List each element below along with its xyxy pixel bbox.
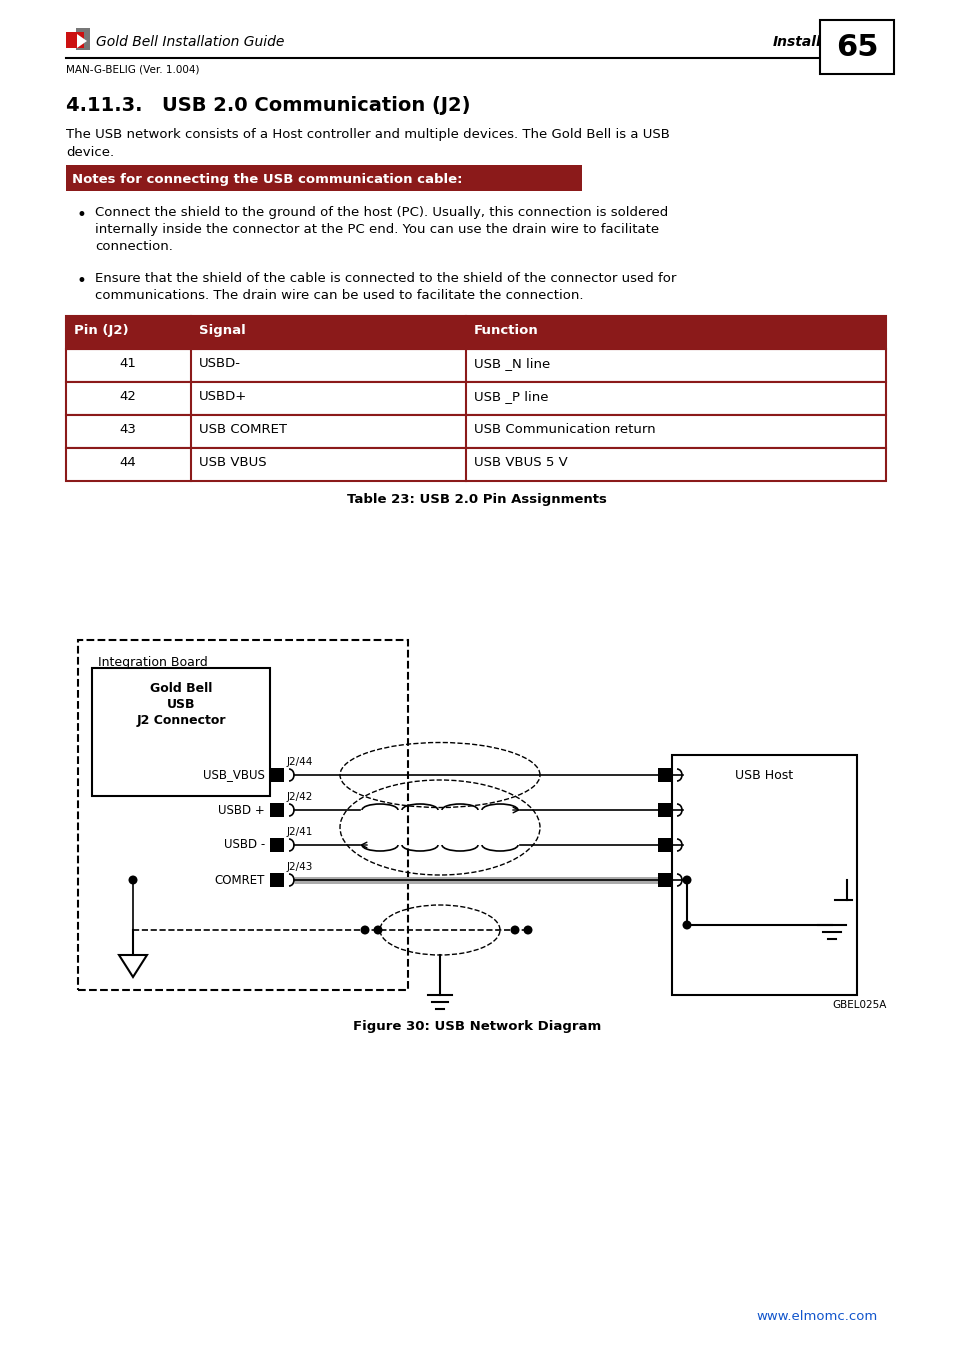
Bar: [270, 768, 284, 782]
Bar: [66, 165, 581, 190]
Text: USB VBUS: USB VBUS: [199, 456, 266, 468]
Text: Integration Board: Integration Board: [98, 656, 208, 670]
Bar: [66, 316, 885, 350]
Text: USB VBUS 5 V: USB VBUS 5 V: [474, 456, 567, 468]
Text: 65: 65: [835, 32, 878, 62]
Text: Signal: Signal: [199, 324, 246, 338]
Text: GBEL025A: GBEL025A: [832, 1000, 886, 1010]
Polygon shape: [76, 28, 90, 50]
Circle shape: [129, 876, 137, 884]
Text: USB _N line: USB _N line: [474, 356, 550, 370]
Text: USBD-: USBD-: [199, 356, 241, 370]
Text: Notes for connecting the USB communication cable:: Notes for connecting the USB communicati…: [71, 173, 462, 185]
Text: Function: Function: [474, 324, 538, 338]
Bar: [270, 803, 284, 817]
Bar: [91, 668, 270, 796]
Circle shape: [681, 876, 691, 884]
Text: www.elmomc.com: www.elmomc.com: [756, 1310, 877, 1323]
Bar: [658, 873, 671, 887]
Bar: [66, 448, 885, 481]
Bar: [270, 873, 284, 887]
Text: USB COMRET: USB COMRET: [199, 423, 287, 436]
Text: 44: 44: [119, 456, 136, 468]
Circle shape: [681, 921, 691, 930]
Text: USB: USB: [167, 698, 195, 711]
Text: J2 Connector: J2 Connector: [136, 714, 226, 728]
Text: The USB network consists of a Host controller and multiple devices. The Gold Bel: The USB network consists of a Host contr…: [66, 128, 669, 140]
Text: Figure 30: USB Network Diagram: Figure 30: USB Network Diagram: [353, 1021, 600, 1033]
Text: •: •: [77, 271, 87, 290]
Text: COMRET: COMRET: [214, 873, 265, 887]
Text: USBD -: USBD -: [224, 838, 265, 852]
Bar: [66, 350, 885, 382]
Text: Gold Bell: Gold Bell: [150, 682, 212, 695]
Bar: [658, 838, 671, 852]
Text: USBD +: USBD +: [218, 803, 265, 817]
Bar: [270, 838, 284, 852]
Text: 41: 41: [119, 356, 136, 370]
Polygon shape: [66, 32, 84, 49]
Text: •: •: [77, 207, 87, 224]
Text: USB_VBUS: USB_VBUS: [203, 768, 265, 782]
Text: Pin (J2): Pin (J2): [74, 324, 129, 338]
Text: J2/41: J2/41: [287, 828, 313, 837]
Bar: [66, 414, 885, 448]
Text: 42: 42: [119, 390, 136, 404]
Bar: [658, 803, 671, 817]
Text: Connect the shield to the ground of the host (PC). Usually, this connection is s: Connect the shield to the ground of the …: [95, 207, 667, 219]
Text: 43: 43: [119, 423, 136, 436]
Text: device.: device.: [66, 146, 114, 159]
Text: USB _P line: USB _P line: [474, 390, 548, 404]
Text: USBD+: USBD+: [199, 390, 247, 404]
Text: USB Host: USB Host: [734, 769, 792, 782]
Text: Ensure that the shield of the cable is connected to the shield of the connector : Ensure that the shield of the cable is c…: [95, 271, 676, 285]
Circle shape: [523, 926, 532, 934]
Circle shape: [360, 926, 369, 934]
Text: J2/42: J2/42: [287, 792, 313, 802]
Text: internally inside the connector at the PC end. You can use the drain wire to fac: internally inside the connector at the P…: [95, 223, 659, 236]
Text: MAN-G-BELIG (Ver. 1.004): MAN-G-BELIG (Ver. 1.004): [66, 65, 199, 76]
Polygon shape: [77, 34, 87, 49]
Text: connection.: connection.: [95, 240, 172, 252]
Text: USB Communication return: USB Communication return: [474, 423, 655, 436]
Text: J2/43: J2/43: [287, 863, 313, 872]
Polygon shape: [119, 954, 147, 977]
Text: Table 23: USB 2.0 Pin Assignments: Table 23: USB 2.0 Pin Assignments: [347, 493, 606, 506]
Circle shape: [510, 926, 519, 934]
Text: Installation: Installation: [772, 35, 861, 49]
Bar: [78, 640, 408, 990]
Text: J2/44: J2/44: [287, 757, 313, 767]
Bar: [66, 382, 885, 414]
Text: Gold Bell Installation Guide: Gold Bell Installation Guide: [96, 35, 284, 49]
Circle shape: [374, 926, 382, 934]
Bar: [820, 20, 893, 74]
Bar: [658, 768, 671, 782]
Bar: [671, 755, 856, 995]
Text: communications. The drain wire can be used to facilitate the connection.: communications. The drain wire can be us…: [95, 289, 583, 302]
Text: 4.11.3. USB 2.0 Communication (J2): 4.11.3. USB 2.0 Communication (J2): [66, 96, 470, 115]
